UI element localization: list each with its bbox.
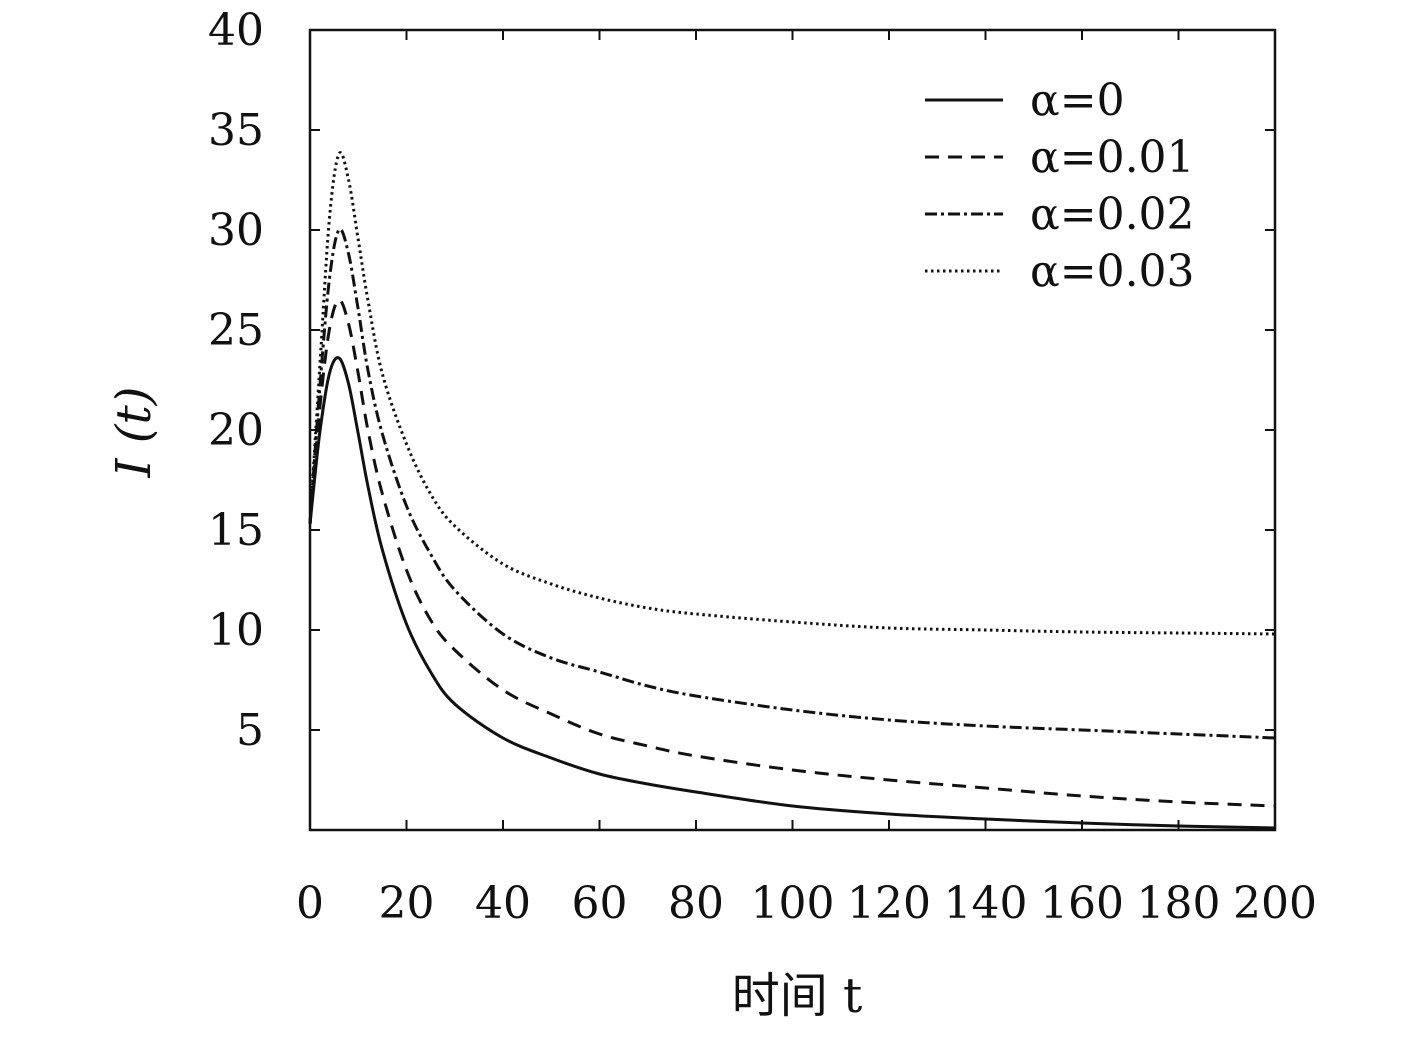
x-tick-label: 40	[475, 878, 531, 929]
legend-label-2: α=0.01	[1030, 132, 1195, 183]
tick-labels: 0 20 40 60 80 100 120 140 160 180 200 5 10 15 20 25 30 35…	[208, 5, 1317, 929]
x-tick-label: 200	[1233, 878, 1317, 929]
x-tick-label: 0	[296, 878, 324, 929]
x-tick-label: 20	[379, 878, 435, 929]
x-tick-label: 120	[847, 878, 931, 929]
legend-label-3: α=0.02	[1030, 189, 1195, 240]
y-tick-label: 5	[236, 705, 264, 756]
x-tick-label: 160	[1040, 878, 1124, 929]
series-line-3	[308, 227, 1276, 740]
x-tick-label: 100	[751, 878, 835, 929]
series-line-2	[308, 298, 1276, 808]
y-axis-title: I (t)	[106, 387, 162, 479]
x-tick-label: 140	[944, 878, 1028, 929]
series-line-1	[308, 356, 1276, 830]
y-tick-label: 35	[208, 105, 264, 156]
legend-label-4: α=0.03	[1030, 246, 1195, 297]
x-tick-label: 60	[572, 878, 628, 929]
x-tick-label: 80	[668, 878, 724, 929]
y-tick-label: 10	[208, 605, 264, 656]
legend-label-1: α=0	[1030, 75, 1125, 126]
y-tick-label: 30	[208, 205, 264, 256]
plot-frame	[308, 28, 1277, 832]
legend: α=0 α=0.01 α=0.02 α=0.03	[925, 75, 1195, 297]
y-tick-label: 20	[208, 405, 264, 456]
y-tick-label: 25	[208, 305, 264, 356]
series-lines	[308, 151, 1276, 830]
x-axis-title: 时间 t	[732, 968, 863, 1024]
x-tick-label: 180	[1137, 878, 1221, 929]
y-tick-label: 40	[208, 5, 264, 56]
y-tick-label: 15	[208, 505, 264, 556]
